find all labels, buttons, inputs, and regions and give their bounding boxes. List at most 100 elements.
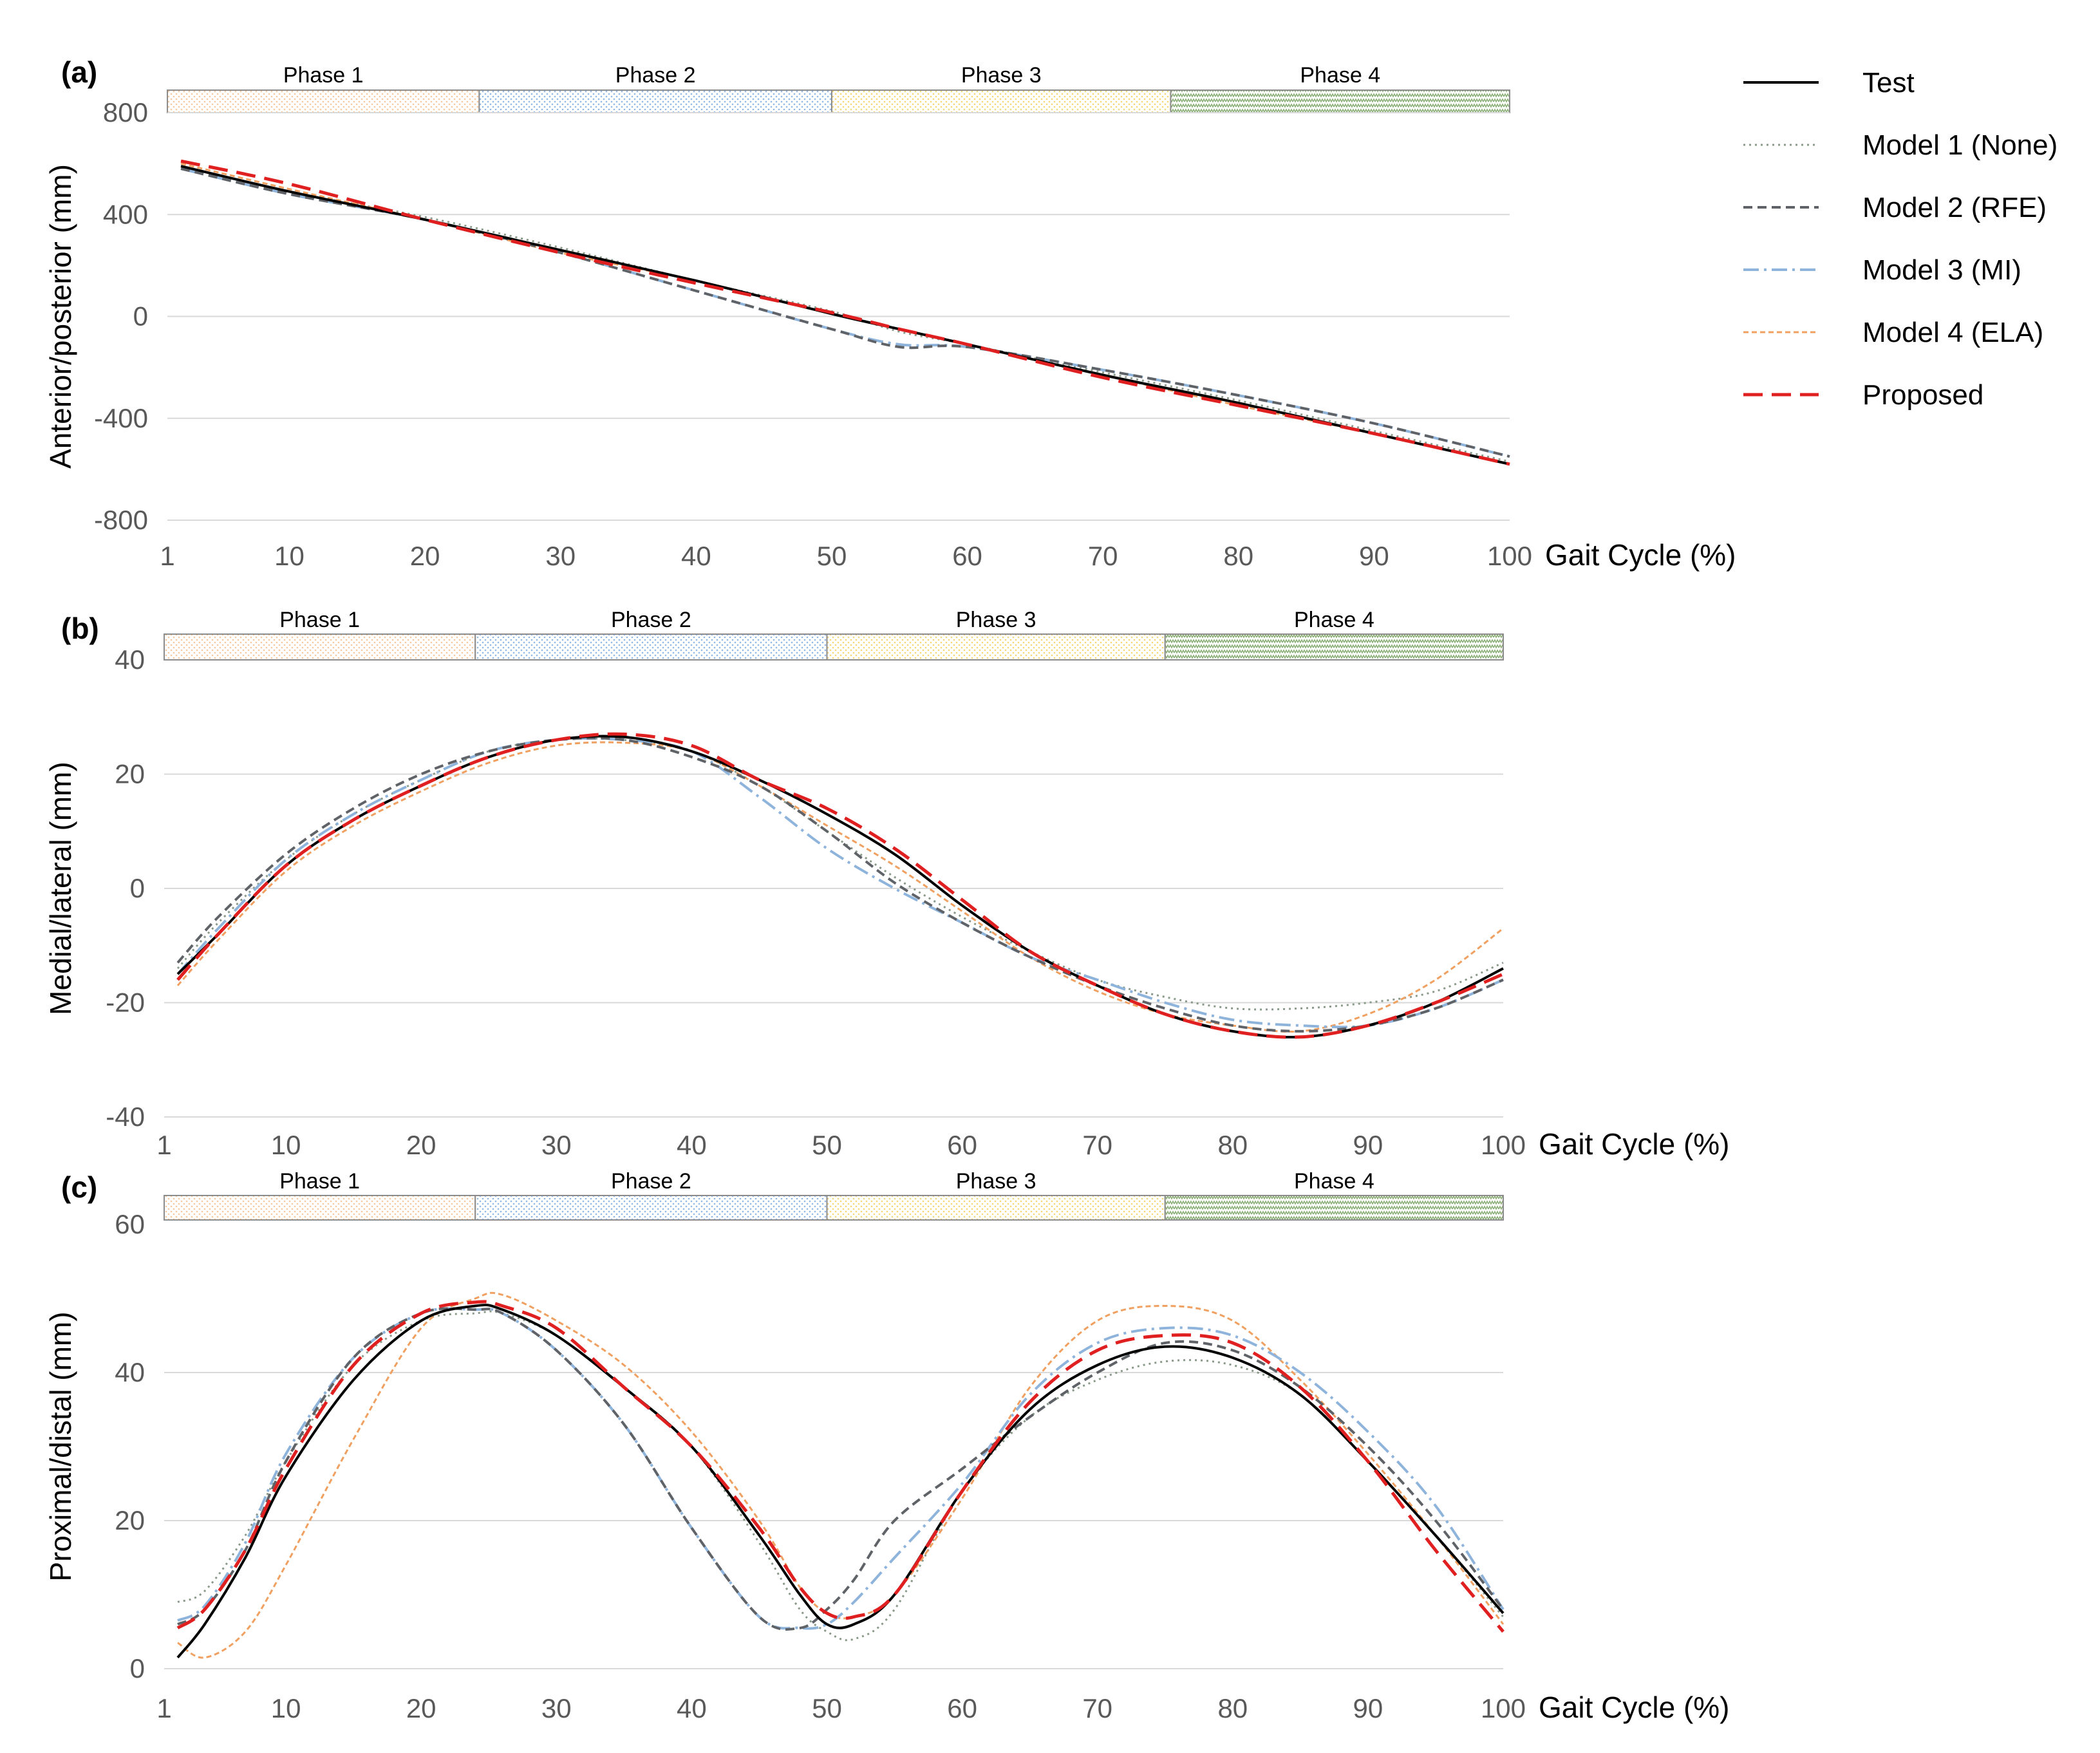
phase-label-1: Phase 1 — [279, 1169, 360, 1194]
y-tick-label: -800 — [94, 505, 148, 535]
phase-label-3: Phase 3 — [956, 1169, 1036, 1194]
legend-label: Test — [1862, 67, 1915, 98]
series-group — [180, 159, 1510, 466]
phase-bar-3 — [826, 633, 1166, 661]
x-tick-label: 1 — [156, 1130, 171, 1160]
x-tick-label: 50 — [812, 1693, 842, 1723]
y-tick-label: -40 — [106, 1101, 145, 1132]
phase-bar-1 — [164, 633, 476, 661]
legend: Test Model 1 (None) Model 2 (RFE) Model 3 (… — [1743, 67, 2058, 411]
series-line-model-4-ela — [177, 1291, 1505, 1659]
series-line-proposed — [180, 159, 1510, 466]
legend-item: Model 3 (MI) — [1743, 254, 2021, 286]
x-tick-label: 100 — [1481, 1693, 1526, 1723]
phase-bar-4 — [1164, 1195, 1504, 1221]
x-tick-label: 10 — [271, 1130, 301, 1160]
y-tick-label: 800 — [103, 97, 148, 127]
x-tick-label: 20 — [406, 1130, 436, 1160]
y-axis-title: Anterior/posterior (mm) — [44, 164, 77, 469]
x-tick-label: 50 — [812, 1130, 842, 1160]
legend-item: Model 2 (RFE) — [1743, 192, 2047, 223]
y-tick-label: -400 — [94, 403, 148, 433]
y-tick-label: 0 — [133, 301, 148, 332]
y-axis-title: Medial/lateral (mm) — [44, 762, 77, 1015]
x-tick-label: 30 — [545, 541, 576, 571]
phase-bar-4 — [1170, 89, 1510, 113]
series-group — [176, 732, 1504, 1039]
x-tick-label: 90 — [1353, 1130, 1383, 1160]
phase-label-3: Phase 3 — [956, 608, 1036, 632]
x-tick-label: 70 — [1088, 541, 1118, 571]
legend-item: Proposed — [1743, 379, 1983, 411]
x-axis-title: Gait Cycle (%) — [1539, 1127, 1729, 1161]
series-line-proposed — [176, 732, 1504, 1039]
phase-label-4: Phase 4 — [1294, 608, 1374, 632]
series-line-model-2-rfe — [180, 167, 1510, 458]
legend-item: Test — [1743, 67, 1915, 98]
legend-label: Model 1 (None) — [1862, 129, 2058, 161]
y-tick-label: 40 — [115, 644, 145, 675]
legend-item: Model 1 (None) — [1743, 129, 2058, 161]
y-tick-label: 0 — [130, 1653, 145, 1683]
x-tick-label: 10 — [274, 541, 305, 571]
y-axis-title: Proximal/distal (mm) — [44, 1311, 77, 1581]
x-tick-label: 60 — [947, 1693, 977, 1723]
series-line-test — [176, 1304, 1505, 1659]
x-tick-label: 30 — [541, 1130, 572, 1160]
phase-bar-3 — [826, 1195, 1166, 1221]
phase-label-2: Phase 2 — [611, 1169, 691, 1194]
y-tick-label: 0 — [130, 873, 145, 903]
series-line-model-3-mi — [176, 737, 1504, 1029]
panel-label: (a) — [61, 55, 97, 89]
phase-bar-1 — [167, 89, 480, 113]
legend-label: Model 2 (RFE) — [1862, 192, 2047, 223]
y-tick-label: 20 — [115, 1505, 145, 1535]
x-tick-label: 60 — [952, 541, 982, 571]
phase-bar-4 — [1164, 633, 1504, 661]
x-tick-label: 90 — [1359, 541, 1389, 571]
x-tick-label: 80 — [1217, 1693, 1248, 1723]
x-tick-label: 70 — [1082, 1130, 1112, 1160]
y-tick-label: -20 — [106, 988, 145, 1018]
x-tick-label: 1 — [160, 541, 174, 571]
legend-item: Model 4 (ELA) — [1743, 317, 2043, 348]
chart-panel-1: Phase 1 Phase 2 Phase 3 Phase 4 800 400 0 -400 -… — [44, 55, 1736, 572]
x-tick-label: 80 — [1223, 541, 1253, 571]
x-tick-label: 90 — [1353, 1693, 1383, 1723]
x-tick-label: 40 — [677, 1130, 707, 1160]
x-axis-title: Gait Cycle (%) — [1545, 538, 1736, 572]
series-line-test — [176, 735, 1504, 1039]
phase-label-3: Phase 3 — [961, 63, 1042, 88]
series-group — [176, 1291, 1505, 1659]
series-line-model-2-rfe — [176, 736, 1504, 1033]
y-tick-label: 40 — [115, 1357, 145, 1387]
phase-bar-2 — [474, 633, 828, 661]
panel-label: (c) — [61, 1170, 97, 1204]
legend-label: Proposed — [1862, 379, 1983, 411]
series-line-proposed — [176, 1300, 1505, 1633]
phase-label-4: Phase 4 — [1300, 63, 1380, 88]
x-tick-label: 50 — [817, 541, 847, 571]
series-line-model-1-none — [176, 737, 1504, 1011]
series-line-model-1-none — [177, 1310, 1505, 1642]
phase-label-4: Phase 4 — [1294, 1169, 1374, 1194]
y-tick-label: 20 — [115, 759, 145, 789]
x-tick-label: 20 — [406, 1693, 436, 1723]
phase-bar-2 — [474, 1195, 828, 1221]
x-tick-label: 70 — [1082, 1693, 1112, 1723]
x-tick-label: 80 — [1217, 1130, 1248, 1160]
chart-panel-3: Phase 1 Phase 2 Phase 3 Phase 4 60 40 20 01 10 20… — [44, 1169, 1729, 1724]
x-tick-label: 20 — [410, 541, 440, 571]
chart-panel-2: Phase 1 Phase 2 Phase 3 Phase 4 40 20 0 -20 -40 1… — [44, 608, 1729, 1161]
phase-bar-1 — [164, 1195, 476, 1221]
phase-bar-3 — [830, 89, 1172, 113]
x-tick-label: 1 — [156, 1693, 171, 1723]
panel-label: (b) — [61, 612, 99, 645]
x-tick-label: 100 — [1481, 1130, 1526, 1160]
legend-label: Model 4 (ELA) — [1862, 317, 2043, 348]
series-line-model-3-mi — [177, 1307, 1505, 1630]
x-tick-label: 10 — [271, 1693, 301, 1723]
x-tick-label: 60 — [947, 1130, 977, 1160]
series-line-model-4-ela — [176, 741, 1504, 1033]
